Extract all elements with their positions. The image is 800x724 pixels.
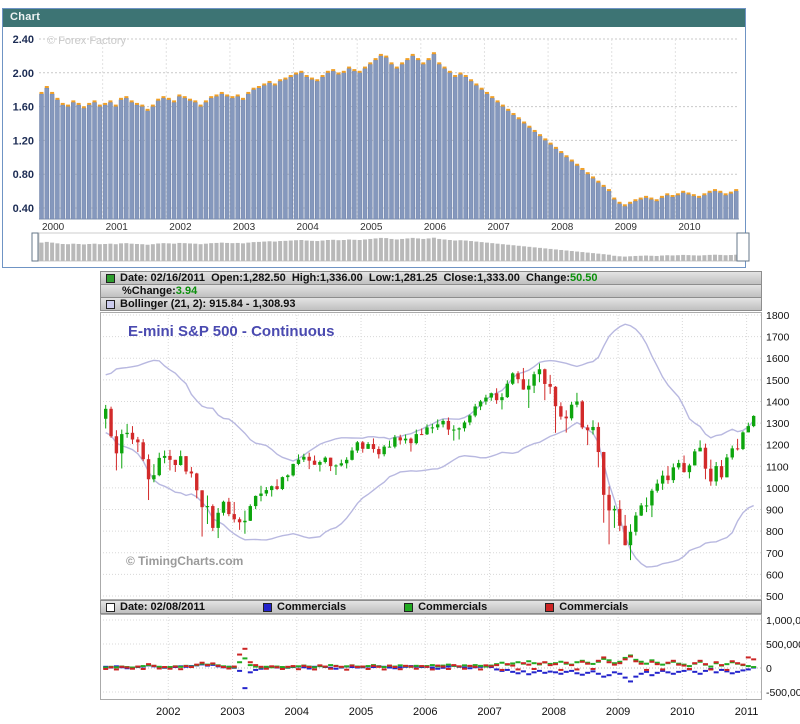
- svg-text:2010: 2010: [670, 706, 694, 718]
- legend-commercials-green: Commercials: [404, 601, 487, 613]
- svg-text:1300: 1300: [766, 418, 790, 430]
- svg-text:2010: 2010: [678, 222, 701, 233]
- date-swatch: [106, 602, 115, 612]
- svg-text:2009: 2009: [615, 222, 638, 233]
- svg-text:1.20: 1.20: [13, 135, 34, 147]
- svg-text:0.40: 0.40: [13, 203, 34, 215]
- svg-text:0.80: 0.80: [13, 169, 34, 181]
- svg-text:1100: 1100: [766, 461, 789, 473]
- svg-text:500: 500: [766, 591, 784, 603]
- commercials-header: Date: 02/08/2011 Commercials Commercials…: [100, 600, 762, 614]
- change-value: 50.50: [570, 272, 598, 284]
- svg-text:2.40: 2.40: [13, 34, 34, 46]
- bollinger-swatch: [106, 299, 115, 309]
- svg-text:1000: 1000: [766, 483, 790, 495]
- svg-text:2004: 2004: [297, 222, 320, 233]
- commercials-chart[interactable]: 1,000,000 500,000 0 -500,000 2002 2003 2004 200…: [100, 614, 800, 724]
- legend-commercials-blue: Commercials: [263, 601, 346, 613]
- lower-date-text: Date: 02/08/2011: [120, 601, 206, 613]
- svg-text:2004: 2004: [285, 706, 309, 718]
- svg-text:2006: 2006: [424, 222, 447, 233]
- bollinger-upper-band: [105, 323, 755, 462]
- svg-text:2.00: 2.00: [13, 68, 34, 80]
- svg-text:1800: 1800: [766, 310, 790, 322]
- commercials-blue-swatch: [263, 602, 273, 612]
- svg-text:1400: 1400: [766, 396, 790, 408]
- svg-text:1500: 1500: [766, 375, 790, 387]
- timingcharts-watermark: © TimingCharts.com: [126, 554, 244, 568]
- svg-text:2011: 2011: [735, 706, 759, 718]
- svg-text:900: 900: [766, 505, 784, 517]
- svg-text:2005: 2005: [349, 706, 373, 718]
- bollinger-text: Bollinger (21, 2): 915.84 - 1,308.93: [120, 298, 296, 310]
- svg-text:2009: 2009: [606, 706, 630, 718]
- quote-header: Date: 02/16/2011 Open:1,282.50 High:1,33…: [100, 271, 762, 311]
- chart-window: Chart 2.40 2.00 1.60 1.20 0.80 0.40 2000 2001 20…: [2, 8, 750, 269]
- svg-text:2002: 2002: [169, 222, 192, 233]
- svg-text:2002: 2002: [156, 706, 180, 718]
- svg-text:2003: 2003: [233, 222, 256, 233]
- svg-text:2008: 2008: [542, 706, 566, 718]
- svg-text:500,000: 500,000: [766, 639, 800, 651]
- chart-title: E-mini S&P 500 - Continuous: [128, 323, 335, 340]
- svg-text:2000: 2000: [42, 222, 65, 233]
- svg-text:1200: 1200: [766, 440, 790, 452]
- svg-text:0: 0: [766, 663, 772, 675]
- svg-text:1700: 1700: [766, 332, 790, 344]
- timingcharts-panel: Date: 02/16/2011 Open:1,282.50 High:1,33…: [100, 270, 800, 724]
- svg-text:2007: 2007: [487, 222, 510, 233]
- svg-text:2001: 2001: [106, 222, 129, 233]
- svg-text:1600: 1600: [766, 353, 790, 365]
- svg-text:2003: 2003: [220, 706, 244, 718]
- svg-text:1,000,000: 1,000,000: [766, 615, 800, 627]
- commercials-red-swatch: [545, 602, 555, 612]
- price-series-swatch: [106, 273, 115, 283]
- legend-commercials-red: Commercials: [545, 601, 628, 613]
- svg-text:700: 700: [766, 548, 784, 560]
- pct-change-label: %Change:: [122, 285, 176, 297]
- bollinger-row: Bollinger (21, 2): 915.84 - 1,308.93: [100, 297, 762, 311]
- svg-text:1.60: 1.60: [13, 102, 34, 114]
- commercials-green-swatch: [404, 602, 414, 612]
- window-titlebar[interactable]: Chart: [3, 9, 745, 27]
- svg-text:2008: 2008: [551, 222, 574, 233]
- pct-change-value: 3.94: [175, 285, 198, 297]
- svg-text:2007: 2007: [477, 706, 501, 718]
- svg-text:-500,000: -500,000: [766, 687, 800, 699]
- histogram-chart[interactable]: 2.40 2.00 1.60 1.20 0.80 0.40 2000 2001 2002 2003…: [3, 27, 750, 269]
- svg-text:2006: 2006: [413, 706, 437, 718]
- ohlc-text: Date: 02/16/2011 Open:1,282.50 High:1,33…: [120, 272, 570, 284]
- window-title: Chart: [10, 11, 41, 23]
- svg-text:2005: 2005: [360, 222, 383, 233]
- navigator-right-handle[interactable]: [736, 232, 750, 262]
- candlestick-chart[interactable]: 1800 1700 1600 1500 1400 1300 1200 1100 1000 900 8…: [100, 310, 800, 603]
- svg-text:800: 800: [766, 526, 784, 538]
- forex-factory-watermark: © Forex Factory: [47, 35, 127, 47]
- navigator-left-handle[interactable]: [31, 232, 39, 262]
- ohlc-row: Date: 02/16/2011 Open:1,282.50 High:1,33…: [100, 271, 762, 285]
- svg-text:600: 600: [766, 569, 784, 581]
- pct-change-row: %Change: 3.94: [100, 284, 762, 298]
